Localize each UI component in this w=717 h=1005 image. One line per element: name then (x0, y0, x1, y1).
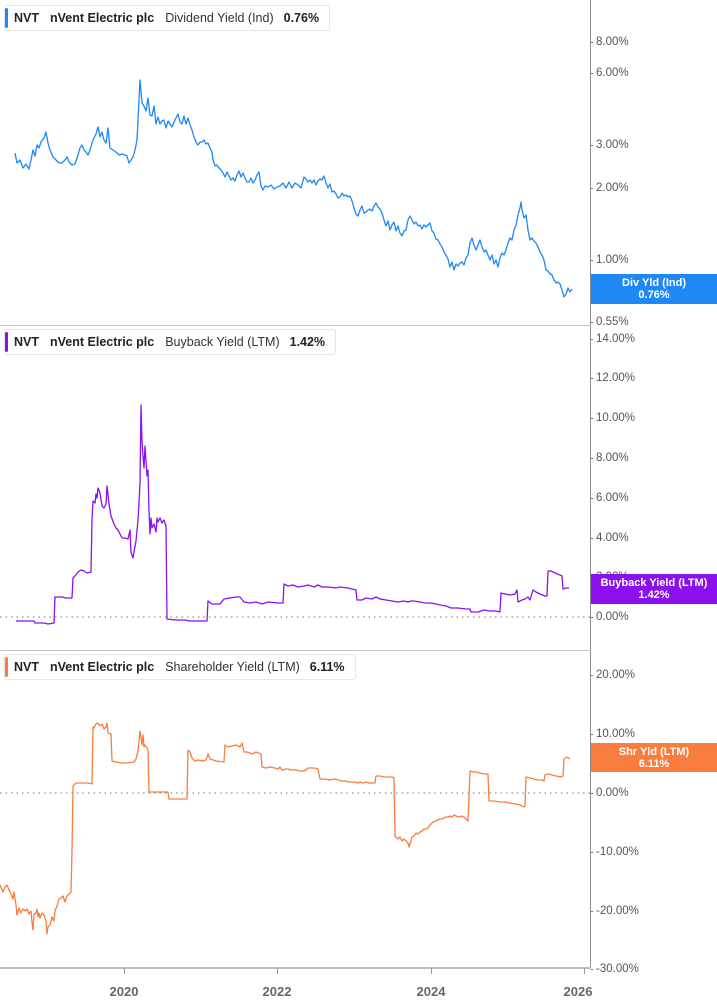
buyback-yield-line-chart[interactable] (0, 326, 591, 650)
buyback-yield-panel: NVT nVent Electric plc Buyback Yield (LT… (0, 326, 717, 650)
series-color-swatch (5, 657, 8, 677)
y-tick: 6.00% (591, 67, 629, 79)
tag-value: 0.76% (638, 289, 670, 301)
legend-value: 1.42% (289, 335, 326, 349)
y-tick: 0.00% (591, 611, 629, 623)
x-tick-label: 2020 (109, 984, 139, 999)
dividend-yield-legend[interactable]: NVT nVent Electric plc Dividend Yield (I… (4, 5, 331, 31)
shareholder-yield-line (0, 722, 571, 935)
dividend-yield-panel: NVT nVent Electric plc Dividend Yield (I… (0, 0, 717, 328)
shareholder-yield-panel: NVT nVent Electric plc Shareholder Yield… (0, 651, 717, 975)
panel-divider[interactable] (0, 325, 591, 326)
tag-value: 6.11% (638, 758, 670, 770)
tag-label: Buyback Yield (LTM) (600, 577, 708, 589)
legend-ticker: NVT (14, 335, 39, 349)
y-tick: 4.00% (591, 532, 629, 544)
legend-value: 0.76% (283, 11, 320, 25)
y-axis-line (590, 326, 591, 650)
x-tick-label: 2022 (262, 984, 292, 999)
shareholder-yield-legend[interactable]: NVT nVent Electric plc Shareholder Yield… (4, 654, 356, 680)
y-tick: 8.00% (591, 36, 629, 48)
x-tick-mark (431, 968, 432, 974)
legend-metric: Dividend Yield (Ind) (165, 11, 274, 25)
legend-ticker: NVT (14, 660, 39, 674)
buyback-yield-legend[interactable]: NVT nVent Electric plc Buyback Yield (LT… (4, 329, 337, 355)
x-tick-mark (124, 968, 125, 974)
legend-company: nVent Electric plc (50, 335, 155, 349)
dividend-yield-line-chart[interactable] (0, 0, 591, 325)
tag-label: Div Yld (Ind) (622, 277, 686, 289)
y-tick: 0.00% (591, 787, 629, 799)
buyback-yield-price-tag: Buyback Yield (LTM) 1.42% (591, 574, 717, 604)
y-tick: 2.00% (591, 182, 629, 194)
y-tick: 20.00% (590, 669, 636, 681)
y-tick: -30.00% (591, 963, 639, 975)
legend-metric: Shareholder Yield (LTM) (165, 660, 300, 674)
tag-label: Shr Yld (LTM) (618, 746, 690, 758)
y-axis-line (590, 0, 591, 325)
y-tick: 6.00% (591, 492, 629, 504)
legend-company: nVent Electric plc (50, 11, 155, 25)
x-axis-line[interactable] (0, 967, 591, 969)
y-tick: 14.00% (590, 333, 636, 345)
y-tick: -10.00% (591, 846, 639, 858)
legend-metric: Buyback Yield (LTM) (165, 335, 280, 349)
shareholder-yield-line-chart[interactable] (0, 651, 591, 968)
x-tick-label: 2026 (563, 984, 593, 999)
y-tick: -20.00% (591, 905, 639, 917)
y-tick: 10.00% (590, 412, 636, 424)
x-tick-label: 2024 (416, 984, 446, 999)
y-tick: 10.00% (590, 728, 636, 740)
shareholder-yield-price-tag: Shr Yld (LTM) 6.11% (591, 743, 717, 772)
series-color-swatch (5, 8, 8, 28)
y-tick: 1.00% (591, 254, 629, 266)
x-tick-mark (277, 968, 278, 974)
panel-divider[interactable] (0, 650, 591, 651)
tag-value: 1.42% (638, 589, 670, 601)
dividend-yield-price-tag: Div Yld (Ind) 0.76% (591, 274, 717, 304)
series-color-swatch (5, 332, 8, 352)
y-tick: 3.00% (591, 139, 629, 151)
y-tick: 8.00% (591, 452, 629, 464)
buyback-yield-line (16, 404, 569, 625)
legend-value: 6.11% (309, 660, 345, 674)
y-tick: 0.55% (591, 316, 629, 328)
y-tick: 12.00% (590, 372, 636, 384)
y-axis-line (590, 651, 591, 968)
legend-ticker: NVT (14, 11, 39, 25)
dividend-yield-line (14, 79, 573, 298)
legend-company: nVent Electric plc (50, 660, 155, 674)
x-tick-mark (584, 968, 585, 974)
